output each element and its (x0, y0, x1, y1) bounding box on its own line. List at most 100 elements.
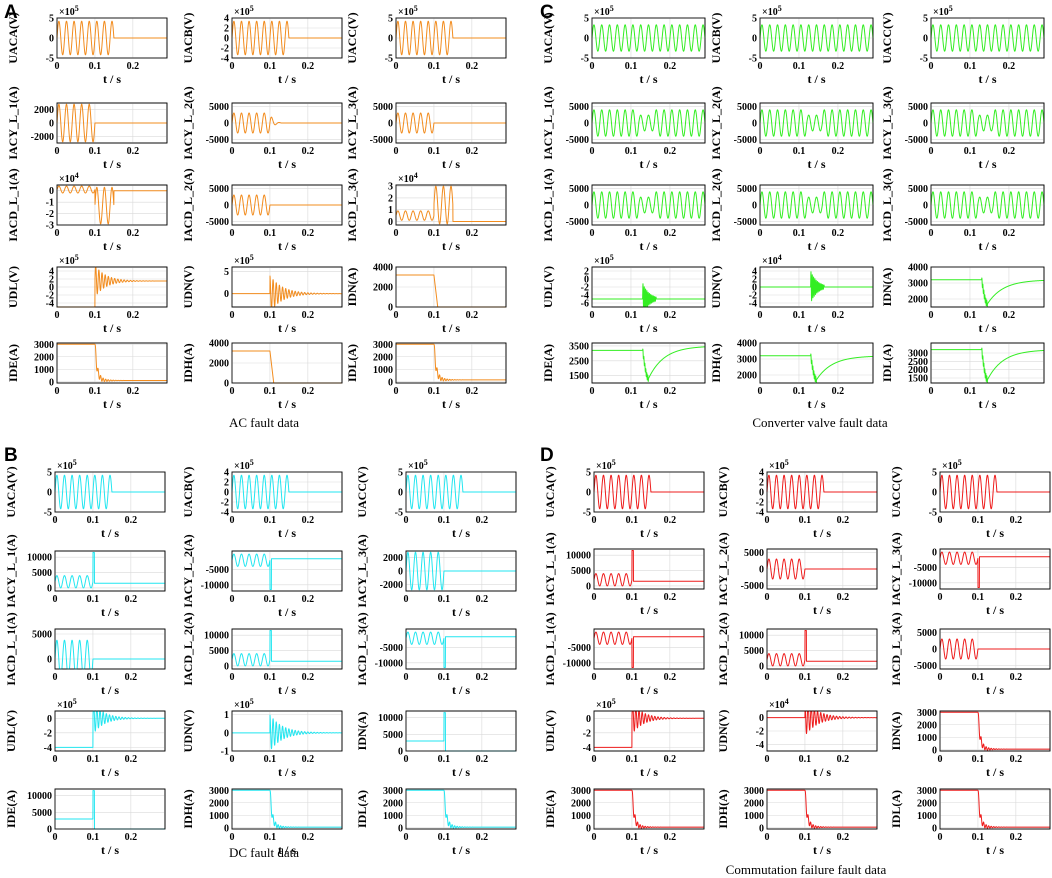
x-tick-label: 0.1 (972, 832, 985, 843)
axis-multiplier: ×105 (942, 458, 962, 472)
series-line (939, 474, 1051, 510)
subplot-c-13: 0 0.1 0.2 3500 2500 1500 t / s IDE(A) (541, 341, 706, 411)
subplot-d-8: 0 0.1 0.2 10000 5000 0 t / s IACD_L_2(A) (716, 612, 878, 697)
x-tick-label: 0 (230, 146, 235, 157)
plot-frame (591, 266, 706, 308)
y-tick-label: 0 (932, 548, 937, 559)
y-tick-label: 5 (49, 14, 54, 25)
y-axis-label: IACD_L_1(A) (4, 612, 18, 685)
y-axis-label: IACD_L_2(A) (716, 612, 730, 685)
axis-multiplier: ×104 (769, 697, 789, 711)
series-line (759, 271, 874, 302)
y-axis-label: IDE(A) (6, 344, 20, 382)
y-tick-label: 0 (932, 823, 937, 834)
y-tick-label: 5000 (571, 566, 591, 577)
x-tick-label: 0.2 (664, 672, 677, 683)
y-axis-label: IACD_L_2(A) (181, 612, 195, 685)
x-tick-label: 0 (394, 228, 399, 239)
x-axis-label: t / s (813, 683, 831, 697)
y-axis-label: IDL(A) (889, 790, 903, 828)
y-axis-label: IDH(A) (181, 343, 195, 382)
y-tick-label: -5 (46, 54, 54, 65)
y-tick-label: 0 (923, 201, 928, 212)
y-tick-label: 0 (923, 119, 928, 130)
y-tick-label: 10000 (204, 631, 229, 642)
y-tick-label: 5000 (744, 646, 764, 657)
x-axis-label: t / s (442, 397, 460, 411)
x-tick-label: 0 (592, 672, 597, 683)
x-tick-label: 0.2 (125, 754, 138, 765)
y-tick-label: 0 (586, 581, 591, 592)
x-tick-label: 0.1 (972, 515, 985, 526)
y-tick-label: -5000 (734, 135, 757, 146)
plot-frame (231, 788, 343, 830)
y-axis-label: UACC(V) (880, 12, 894, 63)
x-tick-label: 0.2 (125, 594, 138, 605)
y-tick-label: 0 (932, 645, 937, 656)
y-tick-label: -2 (581, 283, 589, 294)
x-tick-label: 0.1 (799, 832, 812, 843)
x-tick-label: 0.1 (964, 310, 977, 321)
panel-caption-b: DC fault data (229, 845, 299, 860)
y-axis-label: IACY_L_2(A) (709, 86, 723, 159)
x-tick-label: 0 (758, 61, 763, 72)
x-tick-label: 0 (765, 832, 770, 843)
series-line (231, 789, 343, 829)
x-tick-label: 0 (394, 61, 399, 72)
y-axis-label: IDE(A) (541, 344, 555, 382)
x-tick-label: 0 (394, 146, 399, 157)
plot-frame (231, 342, 343, 384)
x-axis-label: t / s (278, 765, 296, 779)
x-tick-label: 0 (592, 592, 597, 603)
series-line (939, 711, 1051, 751)
plot-frame (395, 342, 507, 384)
x-tick-label: 0.1 (793, 146, 806, 157)
x-tick-label: 0 (230, 228, 235, 239)
y-tick-label: 0 (388, 217, 393, 228)
x-tick-label: 0.2 (302, 594, 315, 605)
axis-multiplier: ×105 (234, 458, 254, 472)
plot-area (939, 710, 1051, 752)
x-tick-label: 0.1 (264, 832, 277, 843)
y-tick-label: 1000 (34, 365, 54, 376)
series-line (395, 343, 507, 382)
y-tick-label: 3000 (917, 786, 937, 797)
x-tick-label: 0 (590, 310, 595, 321)
x-tick-label: 0.1 (626, 832, 639, 843)
y-tick-label: 0 (224, 823, 229, 834)
y-axis-label: IACY_L_3(A) (355, 534, 369, 607)
x-tick-label: 0.2 (302, 672, 315, 683)
subplot-b-5: 0 0.1 0.2 -5000 -10000 t / s IACY_L_2(A) (181, 534, 343, 619)
series-line (766, 630, 878, 667)
plot-frame (939, 628, 1051, 670)
x-tick-label: 0.1 (626, 754, 639, 765)
x-tick-label: 0.1 (87, 515, 100, 526)
y-tick-label: -1 (221, 747, 229, 758)
y-tick-label: -2 (221, 498, 229, 509)
y-tick-label: -2 (583, 728, 591, 739)
series-line (766, 710, 878, 735)
y-tick-label: 3000 (917, 708, 937, 719)
x-tick-label: 0.2 (837, 832, 850, 843)
y-tick-label: 5000 (744, 548, 764, 559)
x-tick-label: 0.1 (428, 386, 441, 397)
series-line (591, 283, 706, 308)
x-tick-label: 0.2 (476, 594, 489, 605)
x-tick-label: 0.1 (428, 228, 441, 239)
y-tick-label: -2 (749, 291, 757, 302)
plot-frame (56, 184, 168, 226)
x-tick-label: 0.1 (964, 228, 977, 239)
x-axis-label: t / s (813, 843, 831, 857)
series-line (395, 112, 507, 134)
axis-multiplier: ×105 (234, 4, 254, 18)
y-tick-label: 1 (224, 710, 229, 721)
series-line (593, 550, 705, 587)
